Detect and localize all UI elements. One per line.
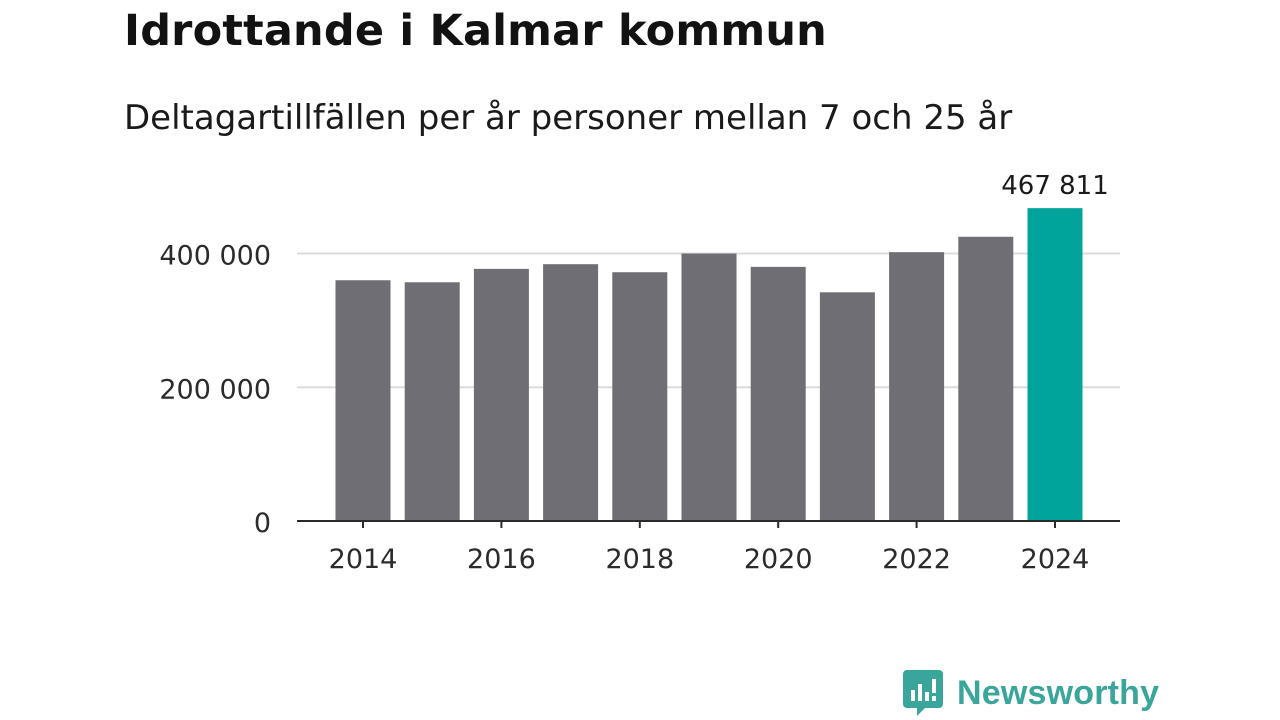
bar-2023 — [958, 236, 1014, 521]
bar-2024 — [1027, 208, 1083, 521]
bar-2017 — [543, 264, 599, 521]
bar-2018 — [612, 272, 668, 521]
y-tick-label: 200 000 — [159, 374, 271, 405]
chart-title: Idrottande i Kalmar kommun — [124, 6, 827, 56]
y-tick-label: 400 000 — [159, 241, 271, 272]
x-tick-label: 2024 — [1021, 544, 1090, 575]
bar-2020 — [750, 266, 806, 521]
bar-2021 — [819, 292, 875, 521]
y-tick-label: 0 — [254, 508, 271, 539]
brand-logo: Newsworthy — [903, 670, 1159, 716]
x-tick-label: 2022 — [882, 544, 951, 575]
chart-subtitle: Deltagartillfällen per år personer mella… — [124, 98, 1013, 138]
x-tick-label: 2020 — [744, 544, 813, 575]
bar-2019 — [681, 253, 737, 521]
data-label-2024: 467 811 — [1001, 171, 1109, 201]
bar-2015 — [404, 282, 460, 521]
brand-name: Newsworthy — [957, 673, 1160, 712]
x-tick-label: 2018 — [605, 544, 674, 575]
bar-2014 — [335, 280, 391, 521]
bar-2022 — [889, 252, 945, 521]
x-tick-label: 2016 — [467, 544, 536, 575]
newsworthy-logo-icon — [903, 670, 943, 716]
x-tick-label: 2014 — [329, 544, 398, 575]
bar-2016 — [473, 268, 529, 521]
